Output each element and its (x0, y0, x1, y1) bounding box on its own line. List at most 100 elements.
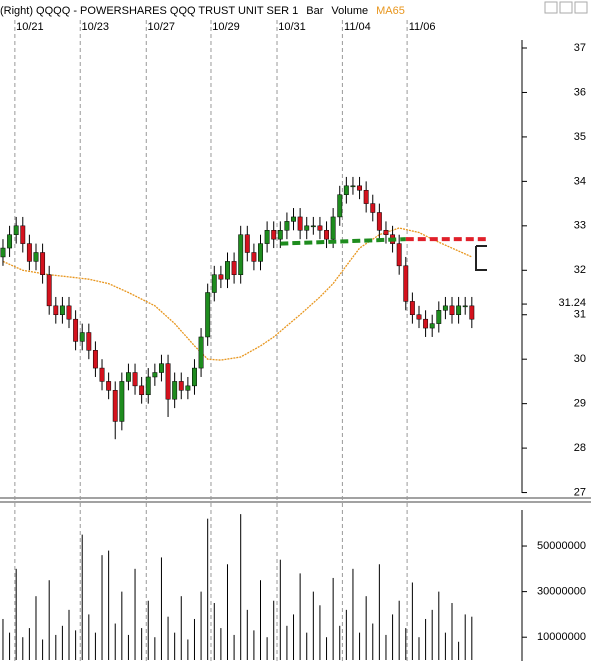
volume-bar (108, 550, 110, 660)
candle-body (205, 292, 211, 338)
volume-bar (345, 609, 347, 660)
volume-bar (22, 637, 24, 660)
candle-body (324, 230, 329, 240)
volume-bar (471, 616, 473, 660)
volume-bar (154, 637, 156, 660)
volume-bar (253, 630, 255, 660)
volume-bar (339, 625, 341, 660)
candle-body (304, 225, 310, 231)
volume-bar (411, 582, 413, 660)
volume-bar (266, 637, 268, 660)
candle-body (251, 252, 257, 262)
volume-bar (15, 568, 17, 660)
candle-body (449, 305, 455, 315)
volume-bar (312, 591, 314, 660)
candle-body (33, 252, 39, 262)
candle-body (363, 190, 369, 204)
y-tick-label: 35 (574, 131, 586, 143)
bracket (475, 245, 487, 271)
volume-bar (160, 557, 162, 660)
volume-bar (233, 634, 235, 660)
volume-bar (359, 632, 361, 660)
control-button[interactable] (574, 1, 588, 14)
volume-bar (425, 618, 427, 660)
candle-body (429, 323, 435, 329)
candle-body (59, 305, 65, 315)
volume-bar (9, 632, 11, 660)
volume-bar (28, 628, 30, 660)
volume-bar (293, 614, 295, 660)
volume-bar (61, 625, 63, 660)
candle-body (40, 252, 46, 275)
candle-body (211, 274, 217, 293)
volume-bar (68, 609, 70, 660)
volume-bar (141, 628, 143, 660)
volume-bar (260, 580, 262, 660)
candle-body (383, 230, 389, 235)
candle-body (119, 381, 125, 422)
control-button[interactable] (544, 1, 558, 14)
y-tick-label: 32 (574, 264, 586, 276)
volume-bar (246, 609, 248, 660)
volume-bar (444, 632, 446, 660)
candle-body (297, 216, 303, 231)
volume-bar (213, 603, 215, 660)
candle-body (106, 381, 112, 391)
volume-bar (372, 623, 374, 660)
candle-body (423, 318, 429, 329)
y-tick-label: 30 (574, 353, 586, 365)
candle-body (132, 372, 138, 387)
candle-body (376, 212, 382, 231)
volume-bar (114, 623, 116, 660)
y-tick-label: 37 (574, 42, 586, 54)
volume-bar (2, 618, 4, 660)
candle-body (258, 243, 263, 262)
volume-bar (418, 637, 420, 660)
candle-body (165, 363, 171, 400)
candle-body (125, 372, 131, 382)
y-tick-label: 33 (574, 220, 586, 232)
candle-body (357, 185, 363, 191)
candle-body (264, 230, 270, 244)
y-tick-label: 31 (574, 309, 586, 321)
candle-body (456, 305, 462, 315)
volume-bar (319, 605, 321, 660)
candle-body (112, 390, 118, 422)
candle-body (13, 225, 19, 235)
volume-bar (458, 641, 460, 660)
candle-body (198, 336, 204, 369)
volume-bar (385, 634, 387, 660)
volume-bar (127, 634, 129, 660)
y-tick-label: 10000000 (537, 631, 586, 643)
volume-bar (193, 618, 195, 660)
control-button[interactable] (559, 1, 573, 14)
volume-bar (167, 616, 169, 660)
candle-body (462, 305, 468, 308)
candle-body (73, 318, 79, 342)
volume-bar (365, 596, 367, 660)
volume-bar (174, 632, 176, 660)
volume-bar (134, 568, 136, 660)
volume-bar (220, 628, 222, 660)
volume-bar (35, 596, 37, 660)
y-tick-label: 34 (574, 175, 586, 187)
candle-body (185, 385, 191, 391)
volume-bar (352, 568, 354, 660)
volume-bar (464, 614, 466, 660)
candle-body (0, 247, 6, 258)
candle-body (337, 194, 343, 218)
candle-body (192, 367, 197, 387)
candle-body (238, 234, 244, 275)
candle-body (53, 305, 59, 315)
x-tick-label: 10/29 (212, 21, 240, 33)
y-tick-label: 27 (574, 486, 586, 498)
candle-body (469, 305, 475, 320)
x-tick-label: 10/21 (16, 21, 44, 33)
candle-body (317, 225, 323, 231)
candle-body (66, 305, 72, 320)
candle-body (172, 381, 178, 400)
volume-bar (48, 580, 50, 660)
volume-bar (42, 639, 44, 660)
volume-bar (398, 600, 400, 660)
trendline (280, 237, 406, 246)
